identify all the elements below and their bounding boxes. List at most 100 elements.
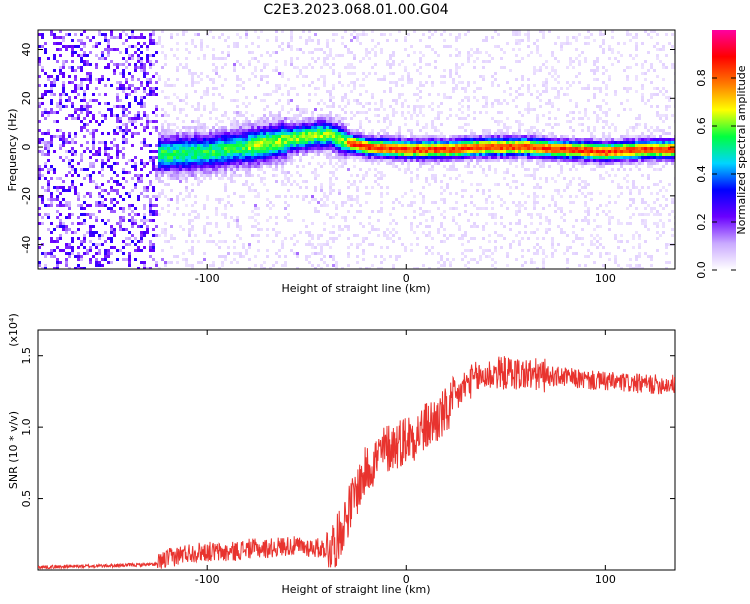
heatmap-cell bbox=[422, 135, 425, 138]
heatmap-cell bbox=[356, 102, 359, 105]
heatmap-cell bbox=[167, 261, 170, 264]
heatmap-cell bbox=[101, 120, 104, 123]
heatmap-cell bbox=[215, 174, 218, 177]
heatmap-cell bbox=[383, 120, 386, 123]
heatmap-cell bbox=[272, 132, 275, 135]
heatmap-cell bbox=[149, 66, 152, 69]
heatmap-cell bbox=[203, 168, 206, 171]
heatmap-cell bbox=[488, 195, 491, 198]
heatmap-cell bbox=[197, 141, 200, 144]
heatmap-cell bbox=[83, 51, 86, 54]
heatmap-cell bbox=[266, 255, 269, 258]
heatmap-cell bbox=[515, 153, 518, 156]
heatmap-cell bbox=[428, 105, 431, 108]
heatmap-cell bbox=[254, 141, 257, 144]
heatmap-cell bbox=[272, 162, 275, 165]
heatmap-cell bbox=[320, 123, 323, 126]
heatmap-cell bbox=[416, 144, 419, 147]
heatmap-cell bbox=[341, 204, 344, 207]
heatmap-cell bbox=[380, 153, 383, 156]
heatmap-cell bbox=[536, 150, 539, 153]
heatmap-cell bbox=[431, 156, 434, 159]
heatmap-cell bbox=[551, 69, 554, 72]
heatmap-cell bbox=[239, 174, 242, 177]
heatmap-cell bbox=[488, 165, 491, 168]
heatmap-cell bbox=[350, 183, 353, 186]
heatmap-cell bbox=[200, 144, 203, 147]
heatmap-cell bbox=[338, 126, 341, 129]
heatmap-cell bbox=[560, 231, 563, 234]
heatmap-cell bbox=[236, 114, 239, 117]
heatmap-cell bbox=[287, 42, 290, 45]
heatmap-cell bbox=[554, 135, 557, 138]
heatmap-cell bbox=[191, 81, 194, 84]
heatmap-cell bbox=[110, 198, 113, 201]
heatmap-cell bbox=[326, 195, 329, 198]
heatmap-cell bbox=[200, 39, 203, 42]
heatmap-cell bbox=[191, 159, 194, 162]
heatmap-cell bbox=[74, 141, 77, 144]
heatmap-cell bbox=[425, 45, 428, 48]
heatmap-cell bbox=[464, 234, 467, 237]
heatmap-cell bbox=[209, 30, 212, 33]
heatmap-cell bbox=[104, 252, 107, 255]
heatmap-cell bbox=[557, 150, 560, 153]
heatmap-cell bbox=[47, 204, 50, 207]
heatmap-cell bbox=[503, 225, 506, 228]
heatmap-cell bbox=[392, 108, 395, 111]
heatmap-cell bbox=[296, 252, 299, 255]
heatmap-cell bbox=[248, 243, 251, 246]
heatmap-cell bbox=[578, 33, 581, 36]
heatmap-cell bbox=[122, 147, 125, 150]
heatmap-cell bbox=[515, 54, 518, 57]
heatmap-cell bbox=[386, 234, 389, 237]
heatmap-cell bbox=[203, 141, 206, 144]
heatmap-cell bbox=[260, 99, 263, 102]
heatmap-cell bbox=[329, 192, 332, 195]
heatmap-cell bbox=[206, 138, 209, 141]
heatmap-cell bbox=[146, 189, 149, 192]
heatmap-cell bbox=[419, 150, 422, 153]
heatmap-cell bbox=[545, 135, 548, 138]
heatmap-cell bbox=[74, 51, 77, 54]
heatmap-cell bbox=[80, 39, 83, 42]
heatmap-cell bbox=[89, 72, 92, 75]
heatmap-cell bbox=[95, 216, 98, 219]
heatmap-cell bbox=[362, 249, 365, 252]
heatmap-cell bbox=[233, 123, 236, 126]
heatmap-cell bbox=[320, 267, 323, 269]
heatmap-cell bbox=[236, 90, 239, 93]
heatmap-cell bbox=[185, 258, 188, 261]
heatmap-cell bbox=[143, 207, 146, 210]
heatmap-cell bbox=[380, 51, 383, 54]
heatmap-cell bbox=[278, 153, 281, 156]
heatmap-cell bbox=[446, 117, 449, 120]
heatmap-cell bbox=[296, 195, 299, 198]
heatmap-cell bbox=[350, 153, 353, 156]
heatmap-cell bbox=[221, 84, 224, 87]
heatmap-cell bbox=[197, 156, 200, 159]
heatmap-cell bbox=[383, 156, 386, 159]
heatmap-cell bbox=[347, 198, 350, 201]
heatmap-cell bbox=[581, 159, 584, 162]
heatmap-cell bbox=[137, 246, 140, 249]
heatmap-cell bbox=[125, 123, 128, 126]
heatmap-cell bbox=[287, 180, 290, 183]
heatmap-cell bbox=[251, 210, 254, 213]
heatmap-cell bbox=[101, 183, 104, 186]
heatmap-cell bbox=[470, 159, 473, 162]
heatmap-cell bbox=[437, 105, 440, 108]
heatmap-cell bbox=[92, 144, 95, 147]
heatmap-cell bbox=[380, 156, 383, 159]
heatmap-cell bbox=[254, 159, 257, 162]
heatmap-cell bbox=[443, 45, 446, 48]
heatmap-cell bbox=[485, 60, 488, 63]
heatmap-cell bbox=[368, 192, 371, 195]
heatmap-cell bbox=[44, 252, 47, 255]
heatmap-cell bbox=[272, 90, 275, 93]
heatmap-cell bbox=[341, 120, 344, 123]
heatmap-cell bbox=[221, 141, 224, 144]
heatmap-cell bbox=[365, 201, 368, 204]
heatmap-cell bbox=[242, 159, 245, 162]
heatmap-cell bbox=[200, 132, 203, 135]
